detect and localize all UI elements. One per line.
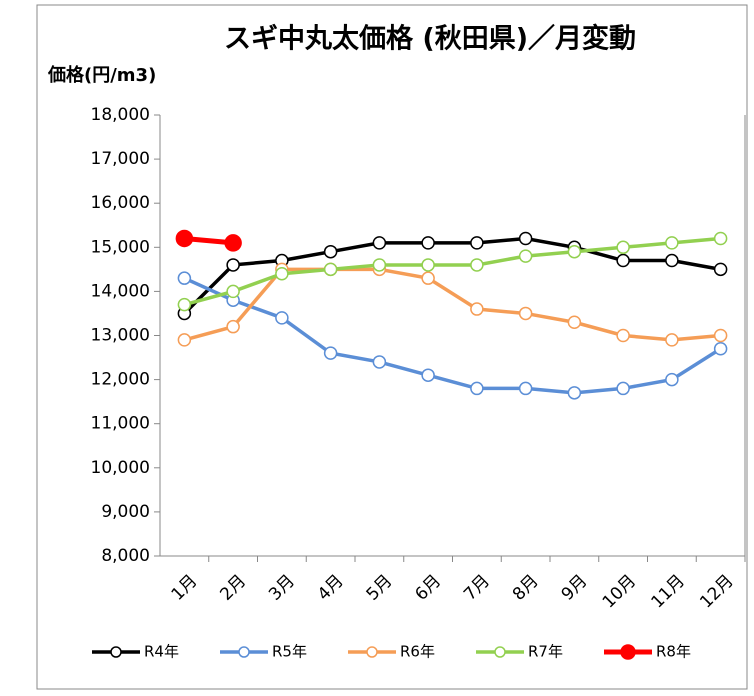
legend-marker (110, 646, 122, 658)
data-point (470, 236, 484, 250)
data-point (665, 253, 679, 268)
y-axis-label: 価格(円/m3) (47, 64, 156, 86)
data-point (372, 236, 387, 250)
data-point (275, 267, 289, 281)
y-tick-label: 8,000 (101, 546, 150, 566)
data-point (616, 240, 630, 255)
data-point (275, 311, 289, 325)
data-point (421, 236, 435, 250)
data-point (518, 231, 533, 246)
data-point (470, 258, 484, 272)
series-line (183, 236, 721, 307)
data-point (226, 284, 240, 299)
legend-marker (366, 646, 378, 658)
y-tick-label: 11,000 (91, 414, 150, 434)
data-point (177, 271, 192, 285)
data-point (713, 328, 728, 343)
data-point (713, 231, 728, 246)
data-point (177, 297, 192, 312)
data-point (518, 249, 533, 263)
data-point (567, 244, 582, 259)
data-point (665, 333, 679, 347)
legend: R4年 R5年 R6年 R7年 R8年 (92, 643, 691, 661)
y-tick-label: 14,000 (91, 281, 150, 301)
data-point (616, 328, 630, 343)
data-point (226, 319, 240, 334)
data-point (616, 381, 630, 396)
y-tick-label: 13,000 (91, 326, 150, 346)
data-point (226, 258, 240, 272)
data-point (224, 234, 242, 252)
data-point (665, 236, 679, 250)
data-point (175, 229, 194, 248)
chart-border (36, 4, 748, 690)
y-tick-label: 17,000 (91, 149, 150, 169)
data-point (421, 258, 435, 272)
data-point (470, 302, 484, 316)
legend-label: R8年 (656, 643, 691, 661)
y-tick-label: 12,000 (91, 370, 150, 390)
legend-label: R4年 (144, 643, 179, 661)
data-point (567, 315, 582, 330)
series-line (183, 267, 721, 342)
y-tick-label: 9,000 (101, 502, 150, 522)
data-point (323, 262, 338, 277)
data-point (177, 333, 192, 347)
legend-label: R7年 (528, 643, 563, 661)
data-point (518, 306, 533, 321)
data-point (518, 381, 533, 396)
legend-label: R6年 (400, 643, 435, 661)
legend-label: R5年 (272, 643, 307, 661)
data-point (567, 386, 582, 400)
data-point (372, 258, 387, 272)
data-point (713, 262, 728, 277)
legend-marker (238, 646, 250, 658)
series-line (183, 236, 721, 315)
y-tick-label: 10,000 (91, 458, 150, 478)
data-point (470, 381, 484, 396)
data-point (421, 271, 435, 285)
data-point (616, 253, 630, 268)
data-point (323, 346, 338, 360)
data-point (665, 372, 679, 387)
y-tick-label: 15,000 (91, 237, 150, 257)
legend-marker (620, 644, 636, 660)
y-tick-label: 16,000 (91, 193, 150, 213)
legend-marker (494, 646, 506, 658)
chart-title: スギ中丸太価格 (秋田県)／月変動 (224, 23, 636, 55)
data-point (713, 341, 728, 356)
data-point (372, 355, 387, 369)
data-point (421, 368, 435, 382)
series-line (183, 276, 722, 395)
data-point (323, 244, 338, 259)
y-tick-label: 18,000 (91, 105, 150, 125)
